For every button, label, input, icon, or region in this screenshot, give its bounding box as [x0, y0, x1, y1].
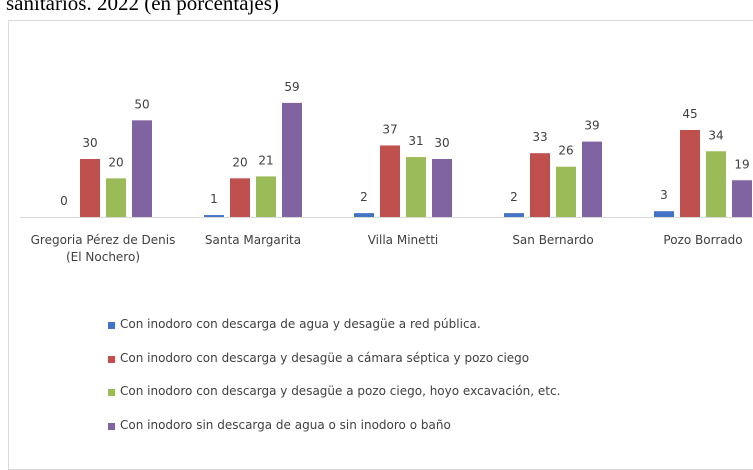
bar	[204, 215, 224, 217]
data-label: 21	[258, 153, 273, 167]
data-label: 2	[360, 190, 368, 204]
bar	[556, 166, 576, 217]
x-tick-label: Gregoria Pérez de Denis (El Nochero)	[30, 233, 176, 264]
legend-swatch	[108, 422, 115, 430]
bar	[380, 145, 400, 217]
data-label: 20	[232, 155, 247, 169]
data-label: 59	[284, 80, 299, 94]
bar	[132, 120, 152, 217]
data-label: 19	[734, 157, 749, 171]
data-label: 33	[532, 130, 547, 144]
bar	[354, 213, 374, 217]
bar	[732, 180, 752, 217]
chart: 0 30 20 50 1 20 21 59 2 37 31 30 2 33 26 39 3 45 34 19	[20, 80, 753, 218]
legend-swatch	[108, 389, 115, 396]
data-label: 30	[434, 136, 449, 150]
x-tick-label: Pozo Borrado	[663, 233, 743, 247]
data-label: 39	[584, 119, 599, 133]
bar	[256, 176, 276, 217]
bar	[654, 211, 674, 217]
legend-swatch	[108, 355, 115, 363]
legend-label: Con inodoro con descarga y desagüe a cám…	[120, 350, 530, 365]
bar	[582, 141, 602, 217]
legend-label: Con inodoro con descarga y desagüe a poz…	[120, 384, 561, 398]
data-label: 1	[210, 192, 218, 206]
chart-title: sanitarios. 2022 (en porcentajes)	[6, 0, 279, 15]
data-label: 45	[682, 107, 697, 121]
bar	[432, 159, 452, 217]
bar	[406, 157, 426, 217]
bar	[680, 130, 700, 217]
bar	[106, 178, 126, 217]
bar	[230, 178, 250, 217]
data-label: 2	[510, 190, 518, 204]
bar	[530, 153, 550, 217]
data-label: 30	[82, 136, 97, 150]
x-tick-label: Villa Minetti	[367, 233, 439, 247]
data-label: 31	[408, 134, 423, 148]
x-tick-label: Santa Margarita	[204, 233, 302, 247]
data-label: 37	[382, 122, 397, 136]
data-label: 0	[60, 194, 68, 208]
legend-swatch	[108, 322, 115, 329]
legend-label: Con inodoro sin descarga de agua o sin i…	[120, 417, 451, 432]
data-label: 50	[134, 97, 149, 111]
legend-label: Con inodoro con descarga de agua y desag…	[120, 317, 481, 331]
data-label: 20	[108, 155, 123, 169]
bar	[282, 102, 302, 217]
page: sanitarios. 2022 (en porcentajes) 0 30 20 5…	[6, 0, 753, 470]
data-label: 26	[558, 144, 573, 158]
data-label: 34	[708, 128, 723, 142]
data-label: 3	[660, 188, 668, 202]
bar	[706, 151, 726, 217]
bar	[504, 213, 524, 217]
x-tick-label: San Bernardo	[512, 233, 594, 247]
bar	[80, 159, 100, 217]
